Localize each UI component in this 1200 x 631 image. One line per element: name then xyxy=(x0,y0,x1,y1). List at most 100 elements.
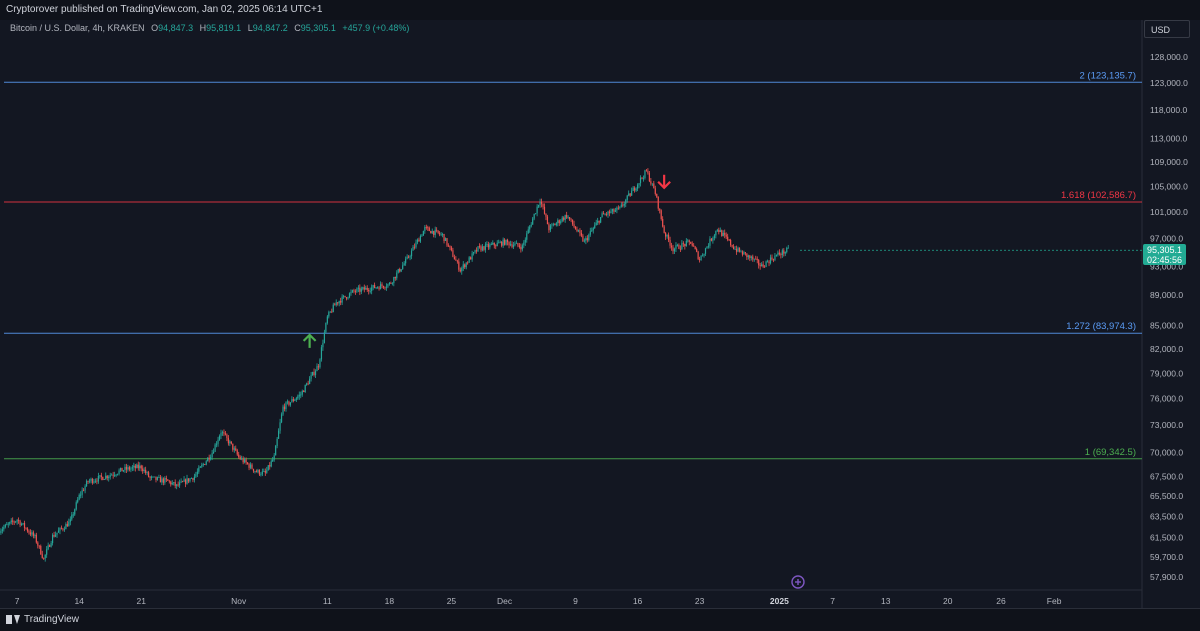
candle-body xyxy=(128,467,131,470)
candle-body xyxy=(588,234,590,241)
candle-body xyxy=(134,465,136,469)
candle-body xyxy=(65,524,67,530)
candle-body xyxy=(54,534,57,537)
candle-body xyxy=(87,481,89,482)
candle-body xyxy=(725,234,727,237)
candle-body xyxy=(687,240,689,242)
candle-body xyxy=(304,384,306,393)
candle-body xyxy=(102,477,104,480)
candle-body xyxy=(325,322,327,333)
candle-body xyxy=(758,260,760,266)
published-text: Cryptorover published on TradingView.com… xyxy=(6,4,323,15)
candle-body xyxy=(69,519,71,522)
candle-body xyxy=(744,252,747,254)
candle-body xyxy=(405,258,407,264)
candle-body xyxy=(121,467,123,472)
candle-body xyxy=(535,213,537,215)
candle-body xyxy=(666,234,668,237)
candle-body xyxy=(419,236,422,242)
candle-body xyxy=(636,184,639,189)
candle-body xyxy=(678,244,680,249)
candle-body xyxy=(508,242,510,246)
candle-body xyxy=(472,252,475,254)
candle-body xyxy=(504,239,506,245)
candle-body xyxy=(130,468,132,470)
candle-body xyxy=(109,475,111,477)
candle-body xyxy=(180,481,182,483)
time-axis[interactable]: 7 14 21 Nov 11 18 25 Dec 9 16 23 2025 7 13 20 26 Feb xyxy=(15,596,1062,606)
candle-body xyxy=(316,366,318,372)
price-tick-label: 59,700.0 xyxy=(1150,552,1183,562)
candle-body xyxy=(204,464,206,465)
candle-body xyxy=(740,251,742,253)
candle-body xyxy=(403,263,405,266)
candle-body xyxy=(199,466,201,468)
tradingview-logo[interactable]: TradingView xyxy=(6,614,79,625)
candle-body xyxy=(80,494,82,496)
candle-body xyxy=(53,534,55,537)
candle-body xyxy=(591,230,593,232)
candle-body xyxy=(412,246,414,251)
candle-body xyxy=(193,476,196,480)
fib-level-label: 1.618 (102,586.7) xyxy=(1061,190,1136,201)
candle-body xyxy=(241,458,243,460)
price-axis[interactable]: 128,000.0 123,000.0 118,000.0 113,000.0 109,… xyxy=(1150,52,1188,582)
close-key: C xyxy=(294,23,301,33)
price-tick-label: 67,500.0 xyxy=(1150,471,1183,481)
price-tick-label: 118,000.0 xyxy=(1150,105,1187,115)
candle-body xyxy=(396,272,398,279)
candle-body xyxy=(43,557,45,559)
candle-body xyxy=(707,245,710,247)
candle-body xyxy=(381,284,383,287)
publish-header: Cryptorover published on TradingView.com… xyxy=(0,0,1200,20)
candle-body xyxy=(125,466,128,470)
candle-body xyxy=(34,534,36,536)
candle-body xyxy=(267,465,269,471)
candle-body xyxy=(153,476,156,478)
candle-body xyxy=(394,276,396,279)
candle-body xyxy=(57,530,60,533)
candle-body xyxy=(190,478,193,479)
candle-body xyxy=(350,292,352,294)
candle-body xyxy=(774,255,776,260)
candle-body xyxy=(230,441,232,444)
tradingview-logo-icon xyxy=(6,615,20,624)
annotations xyxy=(302,174,1142,589)
candle-body xyxy=(260,474,262,476)
candle-body xyxy=(600,217,602,223)
candle-body xyxy=(285,402,287,410)
candle-body xyxy=(174,482,176,486)
candle-body xyxy=(298,394,300,397)
candle-body xyxy=(220,432,222,436)
candle-body xyxy=(564,215,566,220)
candle-body xyxy=(29,532,32,535)
candle-body xyxy=(521,245,523,250)
currency-selector[interactable]: USD xyxy=(1144,20,1190,38)
candle-body xyxy=(136,464,138,469)
candle-body xyxy=(99,475,101,477)
candle-body xyxy=(189,478,191,482)
candle-body xyxy=(659,208,661,211)
candle-body xyxy=(517,242,519,246)
candle-body xyxy=(413,246,416,248)
candle-body xyxy=(322,342,324,348)
candle-body xyxy=(263,471,265,472)
candle-body xyxy=(363,287,365,290)
candle-body xyxy=(490,244,492,246)
candle-body xyxy=(297,396,299,399)
candle-body xyxy=(737,247,739,252)
candle-body xyxy=(608,211,611,214)
candle-body xyxy=(49,545,51,547)
candle-body xyxy=(37,542,39,546)
candle-body xyxy=(787,247,789,249)
candle-body xyxy=(663,226,665,233)
candle-body xyxy=(19,520,21,526)
candle-body xyxy=(775,254,778,256)
candle-body xyxy=(235,448,237,451)
time-tick-label: Feb xyxy=(1047,596,1062,606)
candle-body xyxy=(221,432,224,434)
candle-body xyxy=(679,248,682,250)
fib-levels[interactable]: 2 (123,135.7) 1.618 (102,586.7) 1.272 (83,… xyxy=(4,70,1142,460)
candle-body xyxy=(738,247,741,252)
price-chart[interactable]: 2 (123,135.7) 1.618 (102,586.7) 1.272 (83,… xyxy=(0,20,1200,608)
